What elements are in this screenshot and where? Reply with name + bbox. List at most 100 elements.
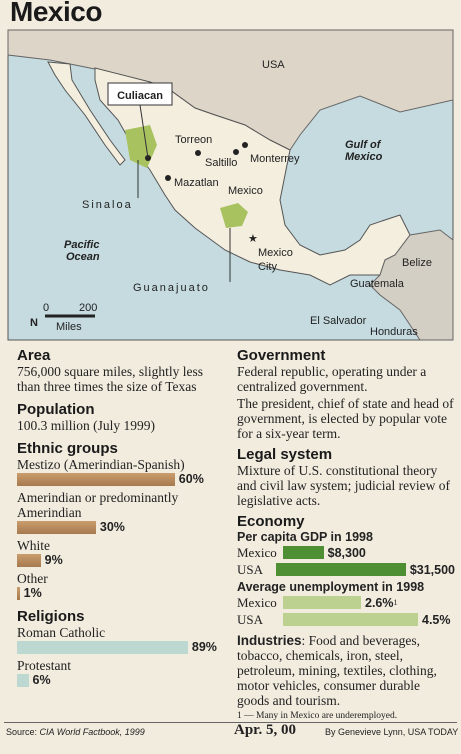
bar-row: 60% [17,472,227,486]
map-label: El Salvador [310,315,367,327]
bar-row: 6% [17,673,227,687]
value-label: $8,300 [327,545,366,560]
map-label: Torreon [175,134,212,146]
map-label: 0 [43,302,49,314]
industries-label: Industries [237,633,302,648]
bar [283,613,418,626]
heading: Ethnic groups [17,440,118,457]
bar-category: Mexico [237,594,277,610]
heading: Economy [237,513,305,530]
map-label: Ocean [66,251,100,263]
bar [283,546,324,559]
map-label: USA [262,59,285,71]
footnote: 1 — Many in Mexico are underemployed. [237,711,398,721]
text: The president, chief of state and head o… [237,396,454,441]
baja-land [47,61,126,166]
value-label: $31,500 [409,562,455,577]
bar-label: Mestizo (Amerindian-Spanish) [17,457,185,472]
map-label: N [30,317,38,329]
map: ★ USA Culiacan Torreon Saltillo Monterre… [7,29,454,341]
bar-row: USA $31,500 [237,561,455,578]
footnote-mark: 1 [393,598,398,607]
bar [17,520,96,534]
text: 100.3 million (July 1999) [17,418,155,433]
map-label: Guatemala [350,278,405,290]
bar [17,673,29,687]
footer-rule [4,722,457,723]
map-label: Guanajuato [133,282,210,294]
title: Mexico [10,0,102,27]
bar-category: USA [237,611,264,627]
map-label: Culiacan [117,90,163,102]
bar-label: Other [17,571,48,586]
city-dot [242,142,248,148]
map-label: Sinaloa [82,199,133,211]
heading: Area [17,347,51,364]
bar [17,586,20,600]
value-label: 1% [23,586,42,600]
value-label: 60% [178,472,204,486]
unemployment-bars: Mexico 2.6% 1 USA 4.5% [237,594,455,628]
map-label: Pacific [64,239,99,251]
bar-label: Roman Catholic [17,625,106,640]
gdp-bars: Mexico $8,300 USA $31,500 [237,544,455,578]
text: Federal republic, operating under a cent… [237,364,427,394]
bar-label: Amerindian or predominantly Amerindian [17,490,179,520]
bar-row: Mexico $8,300 [237,544,455,561]
map-label: Mexico [258,247,293,259]
callout-line [139,104,149,159]
bar-category: Mexico [237,544,277,560]
bar-row: 89% [17,640,227,654]
map-label: Honduras [370,326,418,338]
heading: Religions [17,608,85,625]
city-dot [233,149,239,155]
map-label: Mexico [228,185,263,197]
guanajuato-region [220,203,248,228]
heading: Population [17,401,95,418]
heading: Legal system [237,446,333,463]
religion-bars: Roman Catholic 89% Protestant 6% [17,625,227,687]
byline: By Genevieve Lynn, USA TODAY [325,727,459,737]
date: Apr. 5, 00 [234,722,296,738]
value-label: 9% [44,553,63,567]
bar-label: White [17,538,50,553]
map-label: Monterrey [250,153,300,165]
value-label: 6% [32,673,51,687]
capital-star: ★ [248,233,258,245]
map-label: 200 [79,302,97,314]
value-label: 30% [99,520,125,534]
subheading: Average unemployment in 1998 [237,580,425,594]
bar-row: 30% [17,520,227,534]
map-label: Saltillo [205,157,237,169]
left-column: Area 756,000 square miles, slightly less… [17,347,227,691]
right-column: Government Federal republic, operating u… [237,347,455,721]
industries-text: : Food and beverages, tobacco, chemicals… [237,633,437,708]
text: 756,000 square miles, slightly less than… [17,364,203,394]
bar-label: Protestant [17,658,71,673]
bar-row: USA 4.5% [237,611,455,628]
bar [275,563,406,576]
map-label: Mexico [345,151,383,163]
source-text: CIA World Factbook, 1999 [39,727,145,737]
ethnic-bars: Mestizo (Amerindian-Spanish) 60% Amerindia… [17,457,227,600]
bar [283,596,361,609]
map-label: City [258,261,277,273]
map-label: Mazatlan [174,177,219,189]
map-label: Miles [56,321,82,333]
text: Mixture of U.S. constitutional theory an… [237,463,450,508]
map-label: Belize [402,257,432,269]
value-label: 4.5% [422,612,451,627]
map-label: Gulf of [345,139,382,151]
bar-row: 1% [17,586,227,600]
bar-row: 9% [17,553,227,567]
bar-category: USA [237,561,264,577]
heading: Government [237,347,326,364]
value-label: 89% [191,640,217,654]
value-label: 2.6% [365,595,394,610]
subheading: Per capita GDP in 1998 [237,530,373,544]
city-dot [165,175,171,181]
source: Source: CIA World Factbook, 1999 [6,727,145,737]
bar [17,553,41,567]
